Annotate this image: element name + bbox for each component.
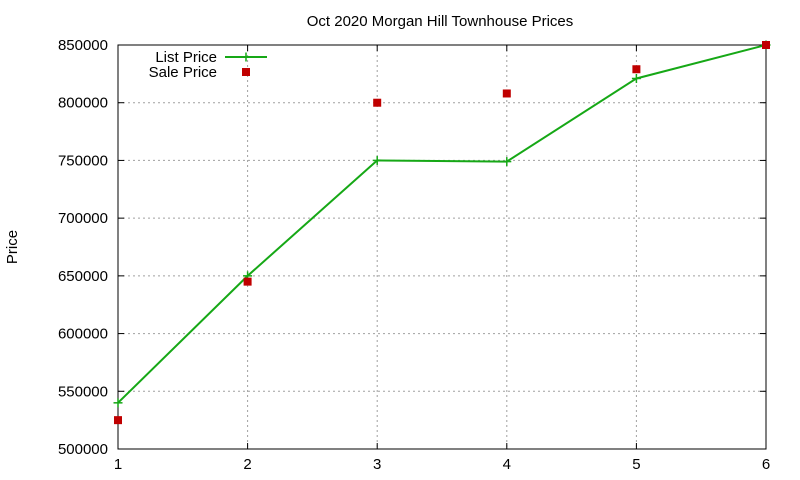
legend-marker — [242, 68, 250, 76]
grid — [118, 45, 766, 449]
x-tick-label: 1 — [114, 456, 122, 473]
x-tick-label: 4 — [503, 456, 511, 473]
y-tick-label: 600000 — [58, 326, 108, 343]
data-series — [113, 40, 771, 425]
series-sale-price — [114, 41, 770, 425]
list-price-point — [631, 73, 641, 83]
y-axis-label: Price — [4, 230, 21, 264]
y-tick-label: 750000 — [58, 152, 108, 169]
sale-price-point — [502, 89, 511, 98]
x-tick-label: 2 — [243, 456, 251, 473]
y-tick-label: 700000 — [58, 210, 108, 227]
series-list-price — [113, 40, 771, 408]
sale-price-point — [762, 41, 770, 49]
plot-frame — [117, 44, 767, 450]
legend-label: Sale Price — [149, 64, 217, 81]
y-tick-label: 650000 — [58, 268, 108, 285]
sale-price-point — [243, 277, 252, 286]
x-tick-label: 6 — [762, 456, 770, 473]
x-tick-label: 3 — [373, 456, 381, 473]
x-tick-label: 5 — [632, 456, 640, 473]
y-tick-label: 800000 — [58, 95, 108, 112]
sale-price-point — [114, 416, 122, 425]
list-price-point — [502, 157, 512, 167]
list-price-point — [113, 398, 123, 408]
legend-marker — [241, 52, 251, 62]
legend-label: List Price — [155, 49, 217, 66]
chart-title: Oct 2020 Morgan Hill Townhouse Prices — [307, 13, 574, 30]
sale-price-point — [373, 98, 382, 107]
list-price-point — [372, 155, 382, 165]
y-tick-label: 850000 — [58, 37, 108, 54]
axis-ticks: 500000 550000 600000 650000 700000 750000 8000… — [58, 37, 770, 473]
y-tick-label: 550000 — [58, 383, 108, 400]
y-tick-label: 500000 — [58, 441, 108, 458]
sale-price-point — [632, 65, 641, 74]
list-price-line — [117, 44, 767, 404]
